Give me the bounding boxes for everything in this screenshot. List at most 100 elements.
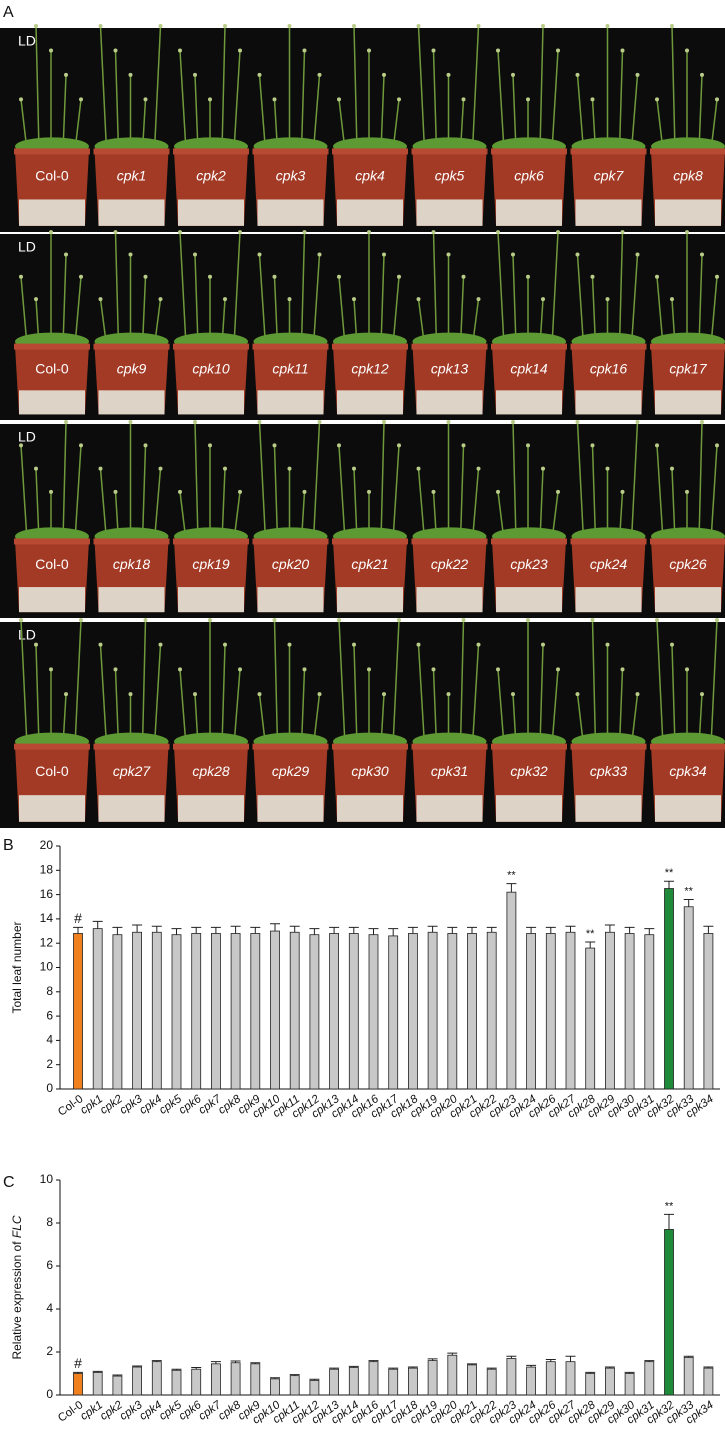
plant-bud [621, 230, 625, 234]
error-bar [684, 899, 694, 906]
bar [665, 889, 674, 1089]
plant-bud [79, 443, 83, 447]
error-bar [290, 926, 300, 932]
pot-soil [19, 587, 85, 612]
pot-soil [496, 795, 562, 822]
plant-bud [621, 667, 625, 671]
plant-bud [258, 420, 262, 424]
plant-bud [144, 275, 148, 279]
pot-rim [14, 344, 90, 350]
plant-bud [655, 275, 659, 279]
plant-bud [144, 97, 148, 101]
bar [271, 1379, 280, 1395]
bar [546, 933, 555, 1089]
pot-rim [571, 148, 647, 154]
y-axis-label: Relative expression of FLC [10, 1215, 24, 1359]
plant-bud [238, 48, 242, 52]
y-tick-label: 6 [46, 1258, 53, 1272]
plant-bud [447, 73, 451, 77]
pot-rim [173, 344, 249, 350]
bar [704, 933, 713, 1089]
pot-label: Col-0 [35, 360, 69, 376]
bar [211, 933, 220, 1089]
plant-bud [382, 252, 386, 256]
bar [448, 933, 457, 1089]
plant-bud [19, 275, 23, 279]
error-bar [231, 926, 241, 933]
pot-label: cpk24 [590, 556, 628, 572]
plant-bud [288, 24, 292, 28]
pot-soil [576, 795, 642, 822]
bar [172, 935, 181, 1089]
plant-bud [367, 48, 371, 52]
bar [586, 948, 595, 1089]
pot-label: cpk34 [669, 763, 707, 779]
bar [586, 1374, 595, 1396]
panel-label: C [3, 1174, 15, 1191]
bar [448, 1355, 457, 1395]
pot-soil [417, 390, 483, 414]
significance-marker: # [74, 1355, 82, 1371]
plant-bud [606, 643, 610, 647]
bar [113, 935, 122, 1089]
bar [487, 1369, 496, 1395]
pot-label: cpk21 [351, 556, 388, 572]
plant-bud [288, 643, 292, 647]
plant-bud [79, 618, 83, 622]
pot-label: cpk4 [355, 168, 385, 184]
error-bar [467, 927, 477, 933]
error-bar [526, 927, 536, 933]
plant-bud [99, 643, 103, 647]
plant-bud [715, 618, 719, 622]
plant-bud [238, 490, 242, 494]
bar [349, 1367, 358, 1395]
pot-soil [19, 795, 85, 822]
plant-bud [34, 24, 38, 28]
pot-soil [99, 795, 165, 822]
bar [684, 1357, 693, 1395]
pot-soil [417, 199, 483, 225]
pot-rim [571, 744, 647, 750]
condition-label: LD [18, 33, 36, 49]
pot-soil [655, 587, 721, 612]
bar [566, 932, 575, 1089]
plant-bud [159, 24, 163, 28]
bar [74, 1374, 83, 1396]
plant-bud [223, 297, 227, 301]
plant-bud [477, 24, 481, 28]
bar [507, 1358, 516, 1395]
error-bar [585, 942, 595, 948]
plant-bud [511, 420, 515, 424]
bar [566, 1362, 575, 1395]
plant-bud [496, 667, 500, 671]
plant-bud [223, 467, 227, 471]
pot-rim [650, 344, 725, 350]
y-tick-label: 4 [46, 1033, 53, 1047]
plant-bud [114, 48, 118, 52]
pot-rim [253, 744, 329, 750]
bar [704, 1368, 713, 1395]
bar [93, 1372, 102, 1395]
plant-bud [397, 275, 401, 279]
pot-label: cpk31 [431, 763, 468, 779]
plant-bud [397, 618, 401, 622]
pot-label: cpk30 [351, 763, 389, 779]
plant-bud [496, 230, 500, 234]
panel-label: A [3, 4, 14, 21]
plant-bud [511, 692, 515, 696]
pot-label: cpk20 [272, 556, 310, 572]
bar [428, 1361, 437, 1395]
plant-bud [258, 692, 262, 696]
plant-bud [159, 297, 163, 301]
plant-bud [715, 275, 719, 279]
plant-bud [337, 443, 341, 447]
error-bar [566, 1356, 576, 1361]
pot-soil [337, 199, 403, 225]
plant-bud [417, 643, 421, 647]
pot-soil [496, 587, 562, 612]
plant-bud [700, 73, 704, 77]
pot-soil [655, 390, 721, 414]
plant-bud [273, 618, 277, 622]
plant-bud [193, 420, 197, 424]
plant-bud [432, 667, 436, 671]
